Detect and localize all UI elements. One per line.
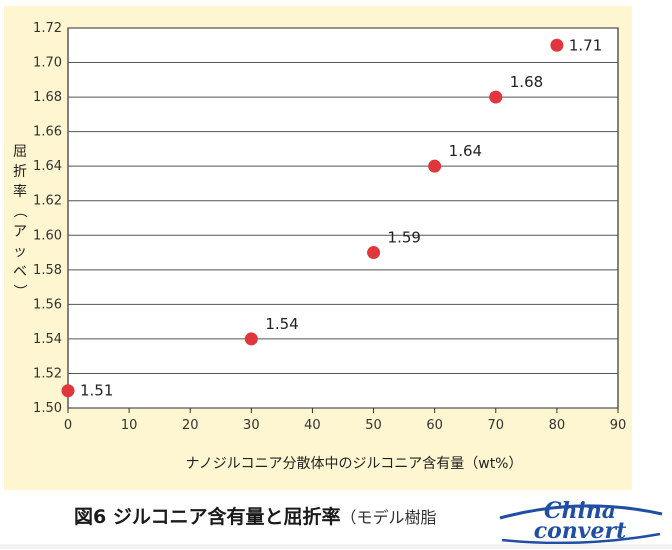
x-tick-label: 60 xyxy=(426,418,443,433)
x-tick-label: 70 xyxy=(488,418,505,433)
plot-area xyxy=(67,27,619,409)
y-axis-title-char: ッ xyxy=(13,244,27,260)
data-point xyxy=(550,38,564,52)
y-axis-title-char: ） xyxy=(11,284,27,298)
data-label: 1.54 xyxy=(265,315,298,333)
data-point xyxy=(428,159,442,173)
y-axis-title-char: ベ xyxy=(13,264,27,280)
data-point xyxy=(61,384,75,398)
y-axis-title-char: 率 xyxy=(13,183,27,200)
data-point xyxy=(489,90,503,104)
y-tick-label: 1.60 xyxy=(33,228,62,243)
y-tick-label: 1.64 xyxy=(33,159,62,174)
x-tick-label: 50 xyxy=(365,418,382,433)
data-point xyxy=(244,332,258,346)
chart-figure: 1.50 1.52 1.54 1.56 1.58 1.60 1.62 1.64 1.66 1.68… xyxy=(11,21,627,472)
data-label: 1.64 xyxy=(449,142,482,160)
x-tick-label: 30 xyxy=(243,418,260,433)
data-point xyxy=(367,246,381,260)
y-tick-label: 1.66 xyxy=(33,125,62,140)
x-tick-label: 90 xyxy=(610,418,627,433)
y-tick-label: 1.72 xyxy=(33,21,62,36)
china-convert-logo: China convert xyxy=(496,494,666,546)
y-tick-label: 1.70 xyxy=(33,56,62,71)
x-tick-label: 80 xyxy=(549,418,566,433)
chart-panel: 1.50 1.52 1.54 1.56 1.58 1.60 1.62 1.64 1.66 1.68… xyxy=(4,6,632,490)
y-axis-title-char: ア xyxy=(13,224,27,240)
y-tick-label: 1.58 xyxy=(33,263,62,278)
y-axis-title: 屈折率 （ アッベ ） xyxy=(11,144,27,298)
caption-main: 図6 ジルコニア含有量と屈折率 xyxy=(74,506,341,528)
y-tick-label: 1.50 xyxy=(33,401,62,416)
data-label: 1.59 xyxy=(388,229,421,247)
y-axis-title-char: 折 xyxy=(13,164,27,180)
y-axis-title-char: （ xyxy=(11,204,27,218)
y-tick-label: 1.54 xyxy=(33,332,62,347)
footer-divider xyxy=(0,544,672,549)
y-tick-label: 1.56 xyxy=(33,297,62,312)
caption-sub: （モデル樹脂 xyxy=(340,508,437,527)
y-tick-label: 1.62 xyxy=(33,194,62,209)
x-tick-label: 10 xyxy=(121,418,138,433)
data-label: 1.71 xyxy=(569,36,602,54)
y-axis-title-char: 屈 xyxy=(13,144,27,160)
figure-caption: 図6 ジルコニア含有量と屈折率（モデル樹脂 xyxy=(74,502,436,529)
svg-text:China: China xyxy=(544,498,616,524)
y-tick-label: 1.52 xyxy=(33,366,62,381)
x-tick-label: 0 xyxy=(64,418,72,433)
x-tick-label: 20 xyxy=(182,418,199,433)
data-label: 1.68 xyxy=(510,73,543,91)
x-axis-title: ナノジルコニア分散体中のジルコニア含有量（wt%） xyxy=(186,456,523,472)
x-tick-label: 40 xyxy=(304,418,321,433)
data-label: 1.51 xyxy=(80,382,113,400)
y-tick-label: 1.68 xyxy=(33,90,62,105)
